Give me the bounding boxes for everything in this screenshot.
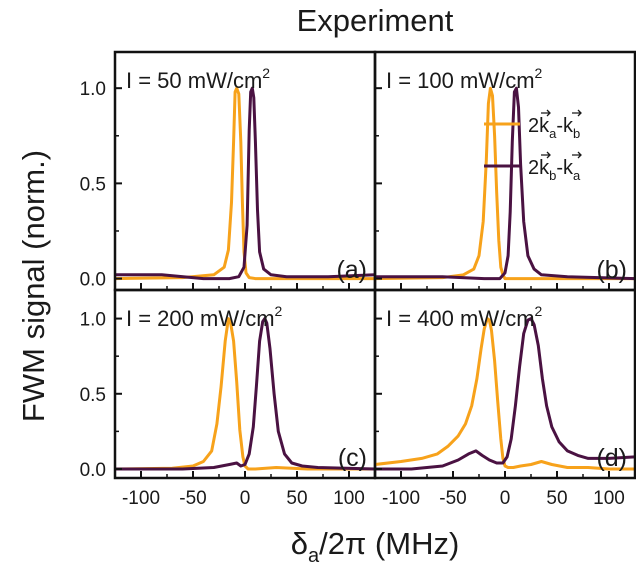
legend-label: 2kb-ka xyxy=(528,157,581,183)
panel-d-letter: (d) xyxy=(596,444,627,472)
panel-c-ytick-label: 0.5 xyxy=(80,385,106,406)
panel-d-xtick-label: -50 xyxy=(439,488,466,509)
vector-arrow-icon xyxy=(572,109,582,117)
panel-b-series-orange xyxy=(375,86,635,281)
vector-arrow-icon xyxy=(541,151,551,159)
panel-a-ytick-label: 1.0 xyxy=(80,79,106,100)
panel-d-series-purple xyxy=(375,317,635,471)
panel-d-xtick-label: 0 xyxy=(500,488,511,509)
panel-c-ytick-label: 0.0 xyxy=(80,460,106,481)
panel-c-series-orange xyxy=(115,317,375,471)
panel-d-intensity-label: I = 400 mW/cm2 xyxy=(386,303,543,331)
panel-d: -100 -50 0 50 100 I = 400 mW/cm2 (d) xyxy=(373,288,636,509)
x-axis-label-rest: /2π (MHz) xyxy=(319,526,459,561)
panel-a-letter: (a) xyxy=(336,256,367,284)
panel-a: 0.0 0.5 1.0 I = 50 mW/cm2 (a) xyxy=(80,50,377,292)
panel-d-series-orange xyxy=(375,317,635,471)
panel-a-series-orange xyxy=(115,86,375,281)
panel-c-xtick-label: 50 xyxy=(286,488,307,509)
panel-a-ytick-label: 0.0 xyxy=(80,270,106,291)
panel-d-xtick-label: -100 xyxy=(382,488,420,509)
panel-c-series-purple xyxy=(115,317,375,471)
y-axis-label: FWM signal (norm.) xyxy=(16,150,51,422)
x-axis-label-symbol: δ xyxy=(291,526,308,561)
panel-c: 0.0 0.5 1.0 -100 -50 0 50 100 I = 200 mW/cm2 (c) xyxy=(80,288,377,509)
panel-d-xtick-label: 50 xyxy=(546,488,567,509)
panel-b: I = 100 mW/cm2 (b) xyxy=(373,50,636,292)
vector-arrow-icon xyxy=(541,109,551,117)
panel-c-intensity-label: I = 200 mW/cm2 xyxy=(126,303,283,331)
panels: 0.0 0.5 1.0 I = 50 mW/cm2 (a) I = 100 mW/cm2 (… xyxy=(80,50,636,509)
chart-title: Experiment xyxy=(297,3,454,38)
panel-a-series-purple xyxy=(115,86,375,281)
panel-b-intensity-label: I = 100 mW/cm2 xyxy=(386,65,543,93)
x-axis-label-subscript: a xyxy=(308,545,320,567)
panel-b-letter: (b) xyxy=(596,256,627,284)
panel-c-xtick-label: -100 xyxy=(122,488,160,509)
legend-item-1: 2ka-kb xyxy=(484,109,582,141)
panel-c-xtick-label: -50 xyxy=(179,488,206,509)
panel-d-xtick-label: 100 xyxy=(593,488,625,509)
vector-arrow-icon xyxy=(572,151,582,159)
panel-b-series-purple xyxy=(375,86,635,281)
panel-c-xtick-label: 100 xyxy=(333,488,365,509)
legend-label: 2ka-kb xyxy=(528,115,580,141)
legend-item-2: 2kb-ka xyxy=(484,151,582,183)
panel-a-ytick-label: 0.5 xyxy=(80,174,106,195)
legend: 2ka-kb 2kb-ka xyxy=(484,109,582,183)
panel-a-intensity-label: I = 50 mW/cm2 xyxy=(126,65,270,93)
panel-c-ytick-label: 1.0 xyxy=(80,310,106,331)
panel-c-letter: (c) xyxy=(338,444,367,472)
x-axis-label: δa/2π (MHz) xyxy=(291,526,460,567)
panel-c-xtick-label: 0 xyxy=(240,488,251,509)
